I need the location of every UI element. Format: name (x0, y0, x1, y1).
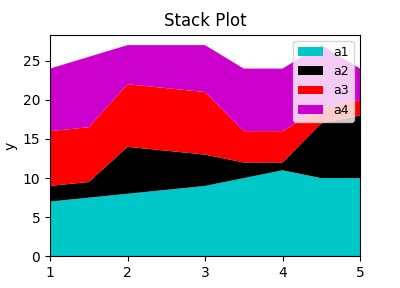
Legend: a1, a2, a3, a4: a1, a2, a3, a4 (293, 41, 354, 122)
Y-axis label: y: y (3, 141, 17, 149)
X-axis label: x: x (201, 286, 209, 288)
Title: Stack Plot: Stack Plot (164, 12, 246, 30)
